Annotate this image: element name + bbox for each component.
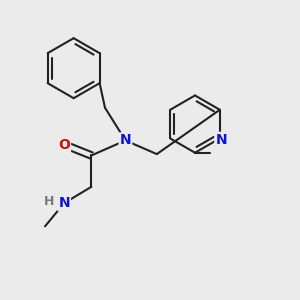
Text: H: H (44, 195, 54, 208)
Text: N: N (120, 134, 131, 148)
Text: O: O (58, 137, 70, 152)
Text: N: N (58, 196, 70, 210)
Text: N: N (215, 133, 227, 147)
